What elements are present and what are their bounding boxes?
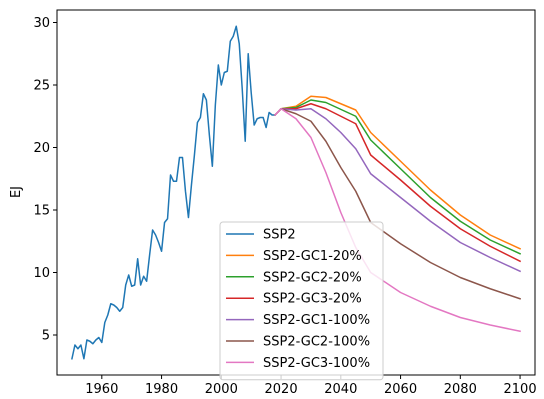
legend-entry: SSP2-GC1-20% xyxy=(263,249,362,264)
legend-entry: SSP2 xyxy=(263,228,296,243)
x-tick-label: 2000 xyxy=(205,382,238,397)
legend-entry: SSP2-GC1-100% xyxy=(263,313,370,328)
x-tick-label: 2040 xyxy=(324,382,357,397)
series-line-5 xyxy=(274,108,522,300)
series-line-3 xyxy=(274,103,522,263)
series-line-1 xyxy=(274,95,522,250)
y-tick-label: 20 xyxy=(33,141,50,156)
x-tick-label: 2080 xyxy=(444,382,477,397)
legend-entry: SSP2-GC2-20% xyxy=(263,270,362,285)
plot-lines xyxy=(71,25,522,360)
x-tick-label: 1960 xyxy=(85,382,118,397)
legend: SSP2 SSP2-GC1-20% SSP2-GC2-20% SSP2-GC3-20%… xyxy=(219,221,384,381)
series-line-2 xyxy=(274,99,522,255)
y-axis: 5 10 15 20 25 30 xyxy=(33,16,57,344)
x-tick-label: 2020 xyxy=(265,382,298,397)
legend-entry: SSP2-GC3-20% xyxy=(263,292,362,307)
legend-entry: SSP2-GC3-100% xyxy=(263,356,370,371)
legend-box xyxy=(219,221,384,381)
y-tick-label: 30 xyxy=(33,16,50,31)
y-tick-label: 15 xyxy=(33,204,50,219)
series-line-0 xyxy=(71,25,276,360)
y-tick-label: 5 xyxy=(42,329,50,344)
x-tick-label: 2100 xyxy=(504,382,537,397)
legend-entry: SSP2-GC2-100% xyxy=(263,335,370,350)
x-axis: 1960 1980 2000 2020 2040 2060 2080 2100 xyxy=(85,375,537,397)
x-tick-label: 2060 xyxy=(384,382,417,397)
y-tick-label: 10 xyxy=(33,266,50,281)
y-tick-label: 25 xyxy=(33,79,50,94)
y-axis-label: EJ xyxy=(9,186,24,198)
series-line-4 xyxy=(274,108,522,273)
x-tick-label: 1980 xyxy=(145,382,178,397)
